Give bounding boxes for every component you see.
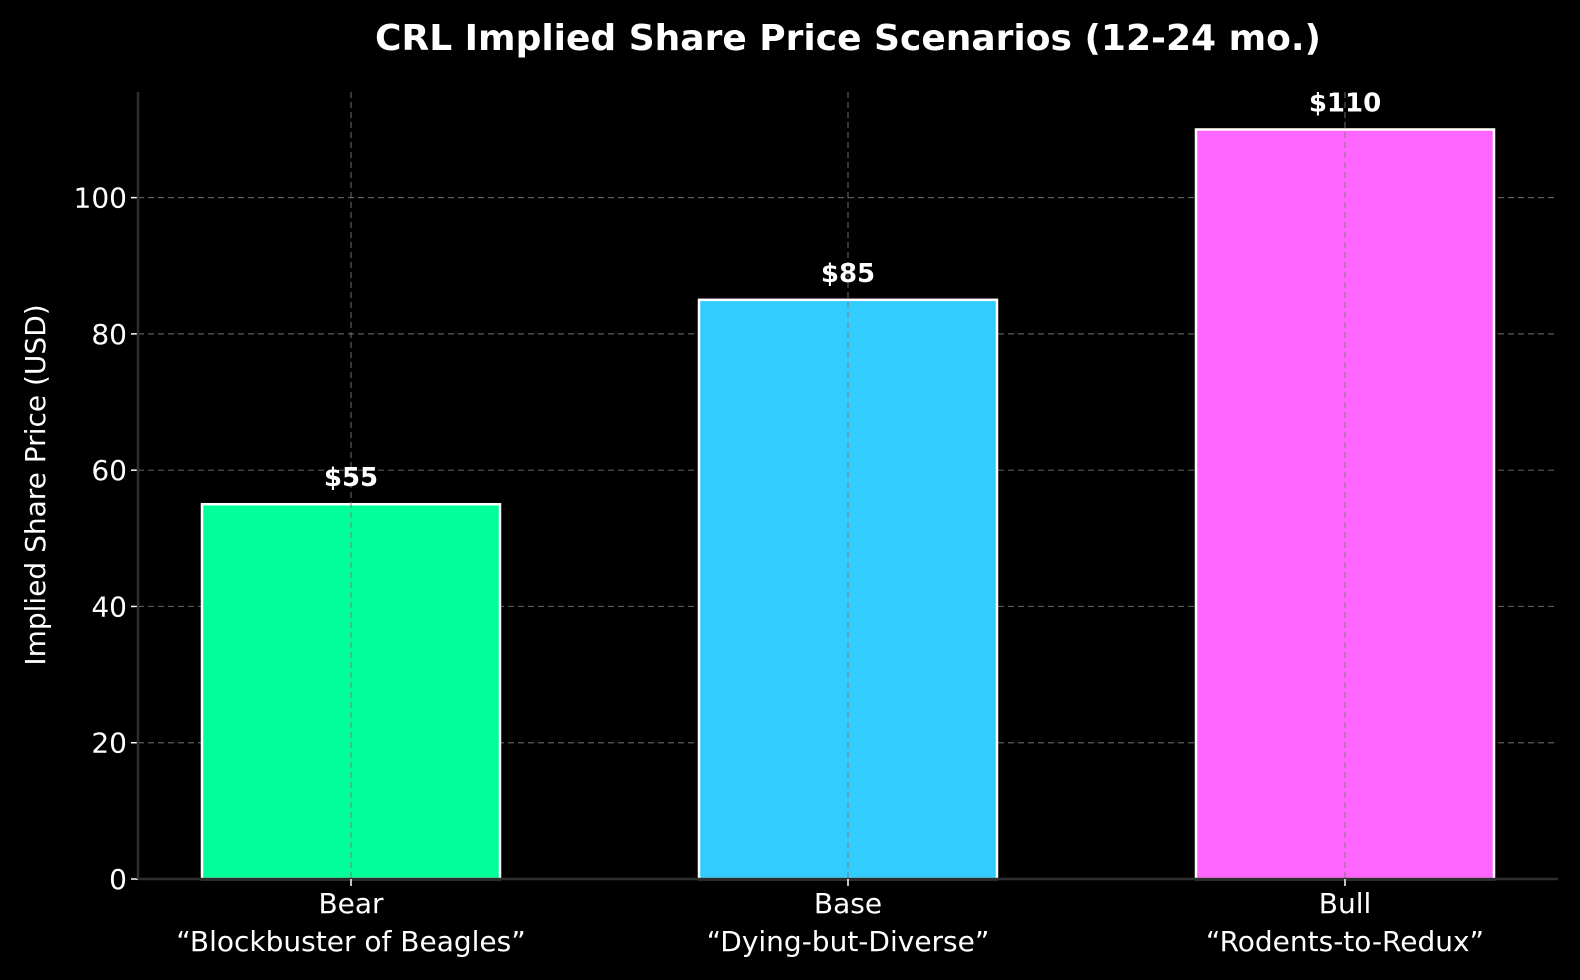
data-label: $110 (1309, 88, 1381, 118)
y-tick-label: 20 (91, 727, 127, 760)
data-labels: $55 $85 $110 (324, 88, 1381, 493)
chart-title: CRL Implied Share Price Scenarios (12-24… (375, 18, 1321, 59)
y-tick-label: 40 (91, 590, 127, 623)
x-tick-labels: Bear “Blockbuster of Beagles” Base “Dying-b… (176, 887, 1484, 958)
x-tick-label: Base (814, 887, 882, 920)
y-tick-labels: 0 20 40 60 80 100 (74, 182, 127, 896)
y-tick-label: 0 (109, 863, 127, 896)
x-tick-label: “Blockbuster of Beagles” (176, 925, 525, 958)
axes (131, 92, 1558, 886)
y-axis-label: Implied Share Price (USD) (19, 304, 52, 665)
y-tick-label: 100 (74, 182, 127, 215)
x-gridlines (350, 92, 1346, 879)
data-label: $55 (324, 463, 378, 493)
y-tick-label: 60 (91, 454, 127, 487)
data-label: $85 (821, 259, 875, 289)
x-tick-label: Bull (1319, 887, 1372, 920)
y-tick-label: 80 (91, 318, 127, 351)
x-tick-label: “Dying-but-Diverse” (707, 925, 990, 958)
x-tick-label: “Rodents-to-Redux” (1206, 925, 1484, 958)
x-tick-label: Bear (318, 887, 384, 920)
